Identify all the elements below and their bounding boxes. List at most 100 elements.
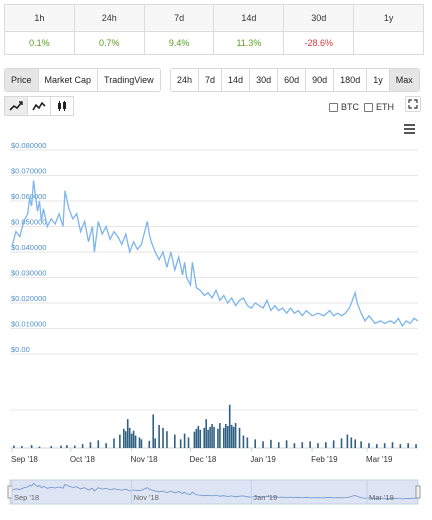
x-tick-label: Nov '18 [131,455,158,464]
volume-bar [197,425,200,448]
expand-chart-button[interactable] [405,96,421,112]
volume-bar [199,429,202,448]
x-tick-label: Oct '18 [70,455,96,464]
perf-value-7d: 9.4% [143,31,215,55]
tab-tradingview[interactable]: TradingView [104,75,154,85]
navigator-tick-label: Mar '19 [369,493,394,502]
volume-bar [128,427,131,448]
volume-bar [226,425,229,448]
volume-bar [209,426,211,448]
volume-bar [138,437,141,448]
range-max[interactable]: Max [389,69,419,91]
range-7d[interactable]: 7d [199,69,223,91]
volume-bar [360,441,362,448]
volume-bar [89,442,92,448]
volume-bar [223,427,225,448]
candlestick-icon [58,101,66,111]
volume-bar [346,434,349,448]
range-180d[interactable]: 180d [334,69,368,91]
volume-bar [340,438,343,448]
perf-header-1y: 1y [353,4,424,32]
hamburger-icon-bar [404,132,415,134]
volume-bar [122,428,125,448]
y-axis-labels: $0.080000 $0.070000 $0.060000 $0.050000 $0.0… [11,141,46,354]
performance-value-row: 0.1% 0.7% 9.4% 11.3% -28.6% [4,31,424,55]
ohlc-chart-button[interactable] [27,96,51,116]
range-1y[interactable]: 1y [367,69,390,91]
candlestick-chart-button[interactable] [50,96,74,116]
volume-bar [293,443,296,448]
y-tick-label: $0.00 [11,345,30,354]
volume-bar [183,433,186,448]
volume-bar [242,435,245,448]
perf-value-1h: 0.1% [4,31,75,55]
volume-bar [30,445,33,448]
volume-bar [97,440,100,448]
eth-label: ETH [376,102,394,112]
volume-bar [158,424,160,448]
tab-price[interactable]: Price [5,69,39,91]
navigator-right-handle[interactable] [415,485,421,499]
volume-bar [66,445,68,448]
navigator-tick-label: Nov '18 [134,493,159,502]
volume-bar [207,429,209,448]
range-30d[interactable]: 30d [250,69,279,91]
tab-market-cap[interactable]: Market Cap [39,69,99,91]
volume-bar [193,431,196,448]
navigator-background[interactable] [9,479,419,505]
perf-header-30d: 30d [283,4,355,32]
y-tick-label: $0.070000 [11,167,46,176]
perf-value-24h: 0.7% [73,31,145,55]
volume-bar [205,419,207,448]
volume-bar [13,445,15,448]
volume-bar [154,438,156,448]
volume-bar [179,439,182,448]
volume-bar [162,427,164,448]
btc-checkbox[interactable] [329,102,338,112]
volume-bar [130,433,133,448]
volume-bar [81,444,84,448]
volume-bar [391,442,394,448]
eth-toggle[interactable]: ETH [364,102,394,112]
navigator-tick-label: Jan '19 [253,493,277,502]
volume-bar [415,444,417,448]
navigator-left-handle[interactable] [7,485,13,499]
volume-bar [195,428,198,448]
volume-bar [262,441,264,448]
y-tick-label: $0.040000 [11,243,46,252]
volume-bar [113,438,115,448]
chart-menu-button[interactable] [404,124,415,136]
hamburger-icon-bar [404,128,415,130]
zigzag-line-icon [32,101,46,111]
range-24h[interactable]: 24h [171,69,200,91]
volume-bar [234,423,237,448]
y-tick-label: $0.030000 [11,269,46,278]
y-tick-label: $0.020000 [11,294,46,303]
navigator-axis-labels: Sep '18 Nov '18 Jan '19 Mar '19 [11,480,394,504]
volume-bar [50,446,53,448]
line-chart-button[interactable] [4,96,28,116]
volume-bar [21,446,23,448]
volume-bar [148,440,151,448]
price-series-line [11,180,419,328]
navigator-tick-label: Sep '18 [14,493,39,502]
volume-bar [211,424,213,448]
volume-bar [376,444,378,448]
y-tick-label: $0.010000 [11,320,46,329]
hamburger-icon-bar [404,124,415,126]
volume-bar [354,439,357,448]
volume-bar [309,441,311,448]
volume-bar [134,435,137,448]
perf-header-1h: 1h [4,4,75,32]
range-14d[interactable]: 14d [222,69,251,91]
volume-bar [399,444,402,448]
volume-bar [383,443,386,448]
volume-bar [203,427,206,448]
volume-bar [277,442,280,448]
btc-toggle[interactable]: BTC [329,102,359,112]
range-90d[interactable]: 90d [306,69,335,91]
perf-value-30d: -28.6% [283,31,355,55]
range-60d[interactable]: 60d [278,69,307,91]
eth-checkbox[interactable] [364,102,373,112]
y-tick-label: $0.060000 [11,192,46,201]
